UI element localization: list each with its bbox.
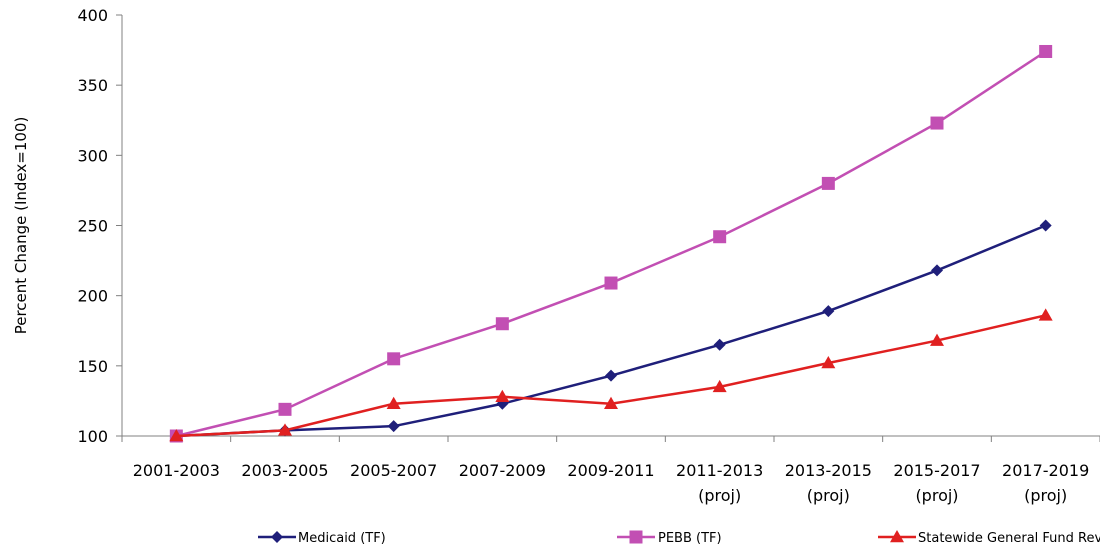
legend-item-pebb-tf: PEBB (TF) [617,530,722,546]
x-tick-label: 2015-2017 [893,461,980,480]
series-statewide-general-fund-revenue [169,308,1053,442]
y-tick-label: 100 [77,427,108,446]
data-point [1039,219,1052,232]
legend-marker [271,531,283,543]
series-layer [169,44,1053,443]
x-tick-label: (proj) [807,486,850,505]
data-point [495,317,509,331]
data-point [278,402,292,416]
data-point [1039,44,1053,58]
legend-item-medicaid-tf: Medicaid (TF) [258,531,386,546]
y-axis-title-group: Percent Change (Index=100) [12,117,30,335]
data-point [604,396,618,409]
data-point [821,356,836,369]
y-tick-label: 400 [77,6,108,25]
legend: Medicaid (TF) PEBB (TF) Statewide General … [258,530,1100,546]
data-point [387,352,401,366]
y-tick-label: 200 [77,287,108,306]
y-tick-label: 250 [77,217,108,236]
data-point [1038,308,1053,321]
data-point [387,420,400,433]
x-tick-label: 2007-2009 [459,461,546,480]
x-tick-label: 2009-2011 [567,461,654,480]
data-point [169,429,184,442]
x-tick-label: 2011-2013 [676,461,763,480]
x-tick-label: (proj) [1024,486,1067,505]
x-tick-label: (proj) [698,486,741,505]
data-point [931,264,943,277]
x-tick-label: 2003-2005 [241,461,328,480]
y-tick-label: 150 [77,357,108,376]
axes: 100 150 200 250 300 350 400 2001-2003 2003-2005 2… [77,6,1100,505]
data-point [278,423,292,436]
x-tick-label: 2013-2015 [785,461,872,480]
data-point [605,369,617,382]
y-axis-title: Percent Change (Index=100) [12,117,30,335]
data-point [713,338,726,351]
data-point [386,396,401,409]
data-point [495,389,510,402]
data-point [930,116,944,130]
x-tick-label: 2005-2007 [350,461,437,480]
data-point [604,276,618,290]
legend-label: Statewide General Fund Revenue [918,531,1100,546]
x-tick-label: (proj) [915,486,958,505]
y-tick-label: 300 [77,146,108,165]
data-point [822,305,835,318]
legend-marker [629,530,643,544]
x-tick-label: 2001-2003 [133,461,220,480]
legend-label: Medicaid (TF) [298,531,386,546]
data-point [821,176,835,190]
series-pebb-tf [169,44,1053,443]
y-tick-label: 350 [77,76,108,95]
data-point [713,230,727,244]
x-tick-label: 2017-2019 [1002,461,1089,480]
data-point [930,333,944,346]
legend-marker [890,530,904,543]
legend-item-statewide-general-fund-revenue: Statewide General Fund Revenue [878,530,1100,546]
legend-label: PEBB (TF) [658,531,722,546]
data-point [712,379,727,393]
